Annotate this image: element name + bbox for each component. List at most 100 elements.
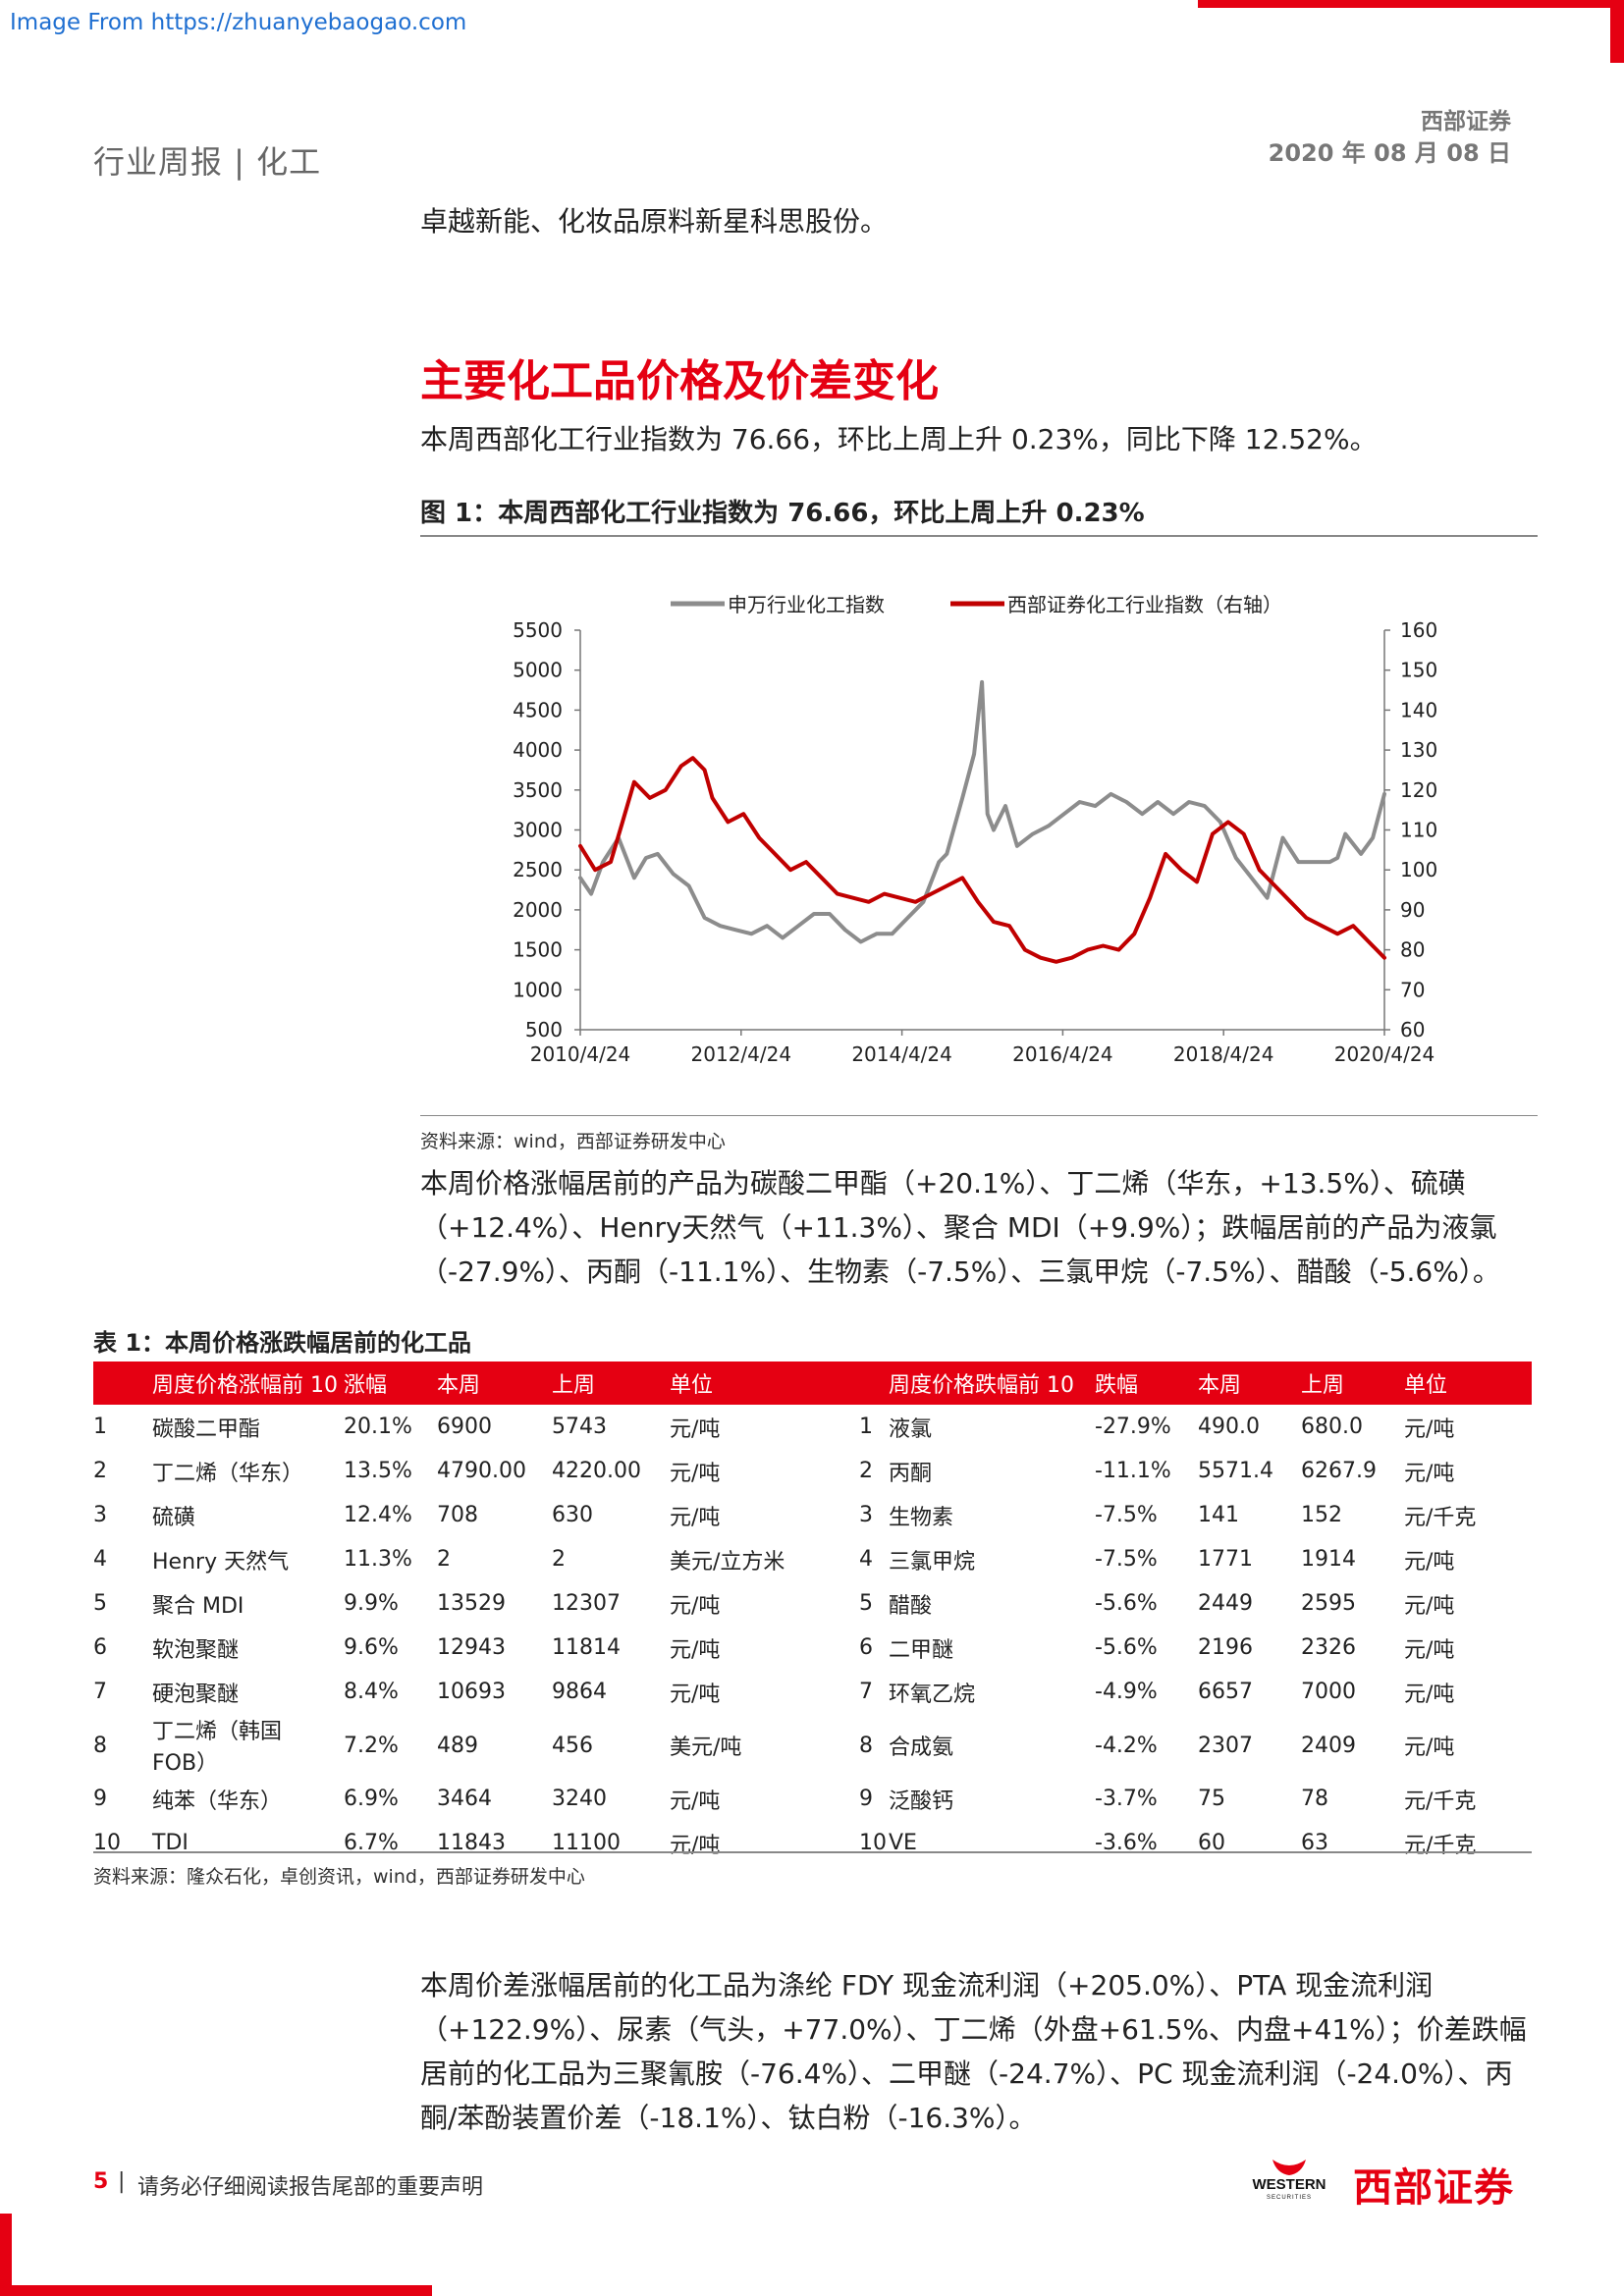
th-losers: 周度价格跌幅前 10 bbox=[889, 1362, 1095, 1405]
th-rank-2 bbox=[859, 1362, 889, 1405]
cell-last-week-2: 2595 bbox=[1301, 1591, 1356, 1616]
cell-unit-2: 元/吨 bbox=[1404, 1637, 1455, 1663]
table-row: 4 Henry 天然气 11.3% 2 2 美元/立方米 4 三氯甲烷 -7.5% 1771 191… bbox=[93, 1537, 1532, 1581]
left-tick-label: 2000 bbox=[513, 898, 563, 922]
cell-unit-2: 元/千克 bbox=[1404, 1789, 1477, 1814]
left-tick-label: 500 bbox=[525, 1018, 563, 1041]
cell-rank: 3 bbox=[93, 1503, 107, 1527]
cell-gain: 11.3% bbox=[344, 1547, 412, 1572]
cell-last-week-2: 2409 bbox=[1301, 1733, 1356, 1758]
right-tick-label: 130 bbox=[1400, 738, 1437, 762]
right-tick-label: 140 bbox=[1400, 698, 1437, 721]
top-red-bar bbox=[1198, 0, 1624, 8]
table-header-row: 周度价格涨幅前 10 涨幅 本周 上周 单位 周度价格跌幅前 10 跌幅 本周 … bbox=[93, 1362, 1532, 1405]
x-tick-label: 2016/4/24 bbox=[1012, 1042, 1113, 1066]
cell-last-week-2: 152 bbox=[1301, 1503, 1342, 1527]
left-tick-label: 3500 bbox=[513, 778, 563, 802]
x-tick-label: 2012/4/24 bbox=[691, 1042, 792, 1066]
cell-last-week: 630 bbox=[552, 1503, 593, 1527]
cell-unit: 元/吨 bbox=[670, 1416, 721, 1442]
right-tick-label: 60 bbox=[1400, 1018, 1425, 1041]
cell-this-week-2: 141 bbox=[1198, 1503, 1239, 1527]
right-tick-label: 160 bbox=[1400, 618, 1437, 642]
cell-rank: 8 bbox=[93, 1733, 107, 1758]
cell-rank-2: 10 bbox=[859, 1831, 887, 1855]
cell-this-week: 11843 bbox=[437, 1831, 506, 1855]
table-title: 表 1：本周价格涨跌幅居前的化工品 bbox=[93, 1329, 472, 1357]
cell-unit-2: 元/吨 bbox=[1404, 1416, 1455, 1442]
cell-loss: -27.9% bbox=[1095, 1415, 1171, 1439]
th-gainers: 周度价格涨幅前 10 bbox=[152, 1362, 344, 1405]
th-last-week: 上周 bbox=[552, 1362, 670, 1405]
left-tick-label: 5000 bbox=[513, 659, 563, 682]
cell-loss: -3.6% bbox=[1095, 1831, 1158, 1855]
right-tick-label: 110 bbox=[1400, 819, 1437, 842]
cell-last-week: 12307 bbox=[552, 1591, 621, 1616]
cell-last-week-2: 680.0 bbox=[1301, 1415, 1363, 1439]
cell-gainer-name: 软泡聚醚 bbox=[152, 1637, 240, 1663]
right-tick-label: 80 bbox=[1400, 938, 1425, 962]
cell-rank-2: 4 bbox=[859, 1547, 873, 1572]
cell-loser-name: 合成氨 bbox=[889, 1735, 954, 1760]
cell-this-week-2: 490.0 bbox=[1198, 1415, 1260, 1439]
cell-last-week: 3240 bbox=[552, 1787, 607, 1811]
th-unit: 单位 bbox=[670, 1362, 859, 1405]
cell-this-week: 12943 bbox=[437, 1635, 506, 1660]
cell-loser-name: 三氯甲烷 bbox=[889, 1549, 976, 1575]
cell-this-week-2: 2307 bbox=[1198, 1733, 1253, 1758]
cell-gainer-name: TDI bbox=[152, 1831, 189, 1855]
section-title: 主要化工品价格及价差变化 bbox=[420, 356, 939, 406]
cell-loser-name: 二甲醚 bbox=[889, 1637, 954, 1663]
cell-this-week: 10693 bbox=[437, 1680, 506, 1704]
th-last-week-2: 上周 bbox=[1301, 1362, 1404, 1405]
cell-rank: 10 bbox=[93, 1831, 121, 1855]
cell-last-week: 5743 bbox=[552, 1415, 607, 1439]
watermark-text: Image From https://zhuanyebaogao.com bbox=[10, 10, 467, 35]
cell-gain: 13.5% bbox=[344, 1459, 412, 1483]
cell-unit-2: 元/千克 bbox=[1404, 1505, 1477, 1530]
cell-unit: 元/吨 bbox=[670, 1461, 721, 1486]
left-tick-label: 3000 bbox=[513, 819, 563, 842]
cell-gain: 12.4% bbox=[344, 1503, 412, 1527]
cell-unit-2: 元/吨 bbox=[1404, 1461, 1455, 1486]
western-securities-logo-text: 西部证券 bbox=[1353, 2165, 1514, 2211]
header-category: 行业周报 | 化工 bbox=[93, 143, 322, 181]
cell-loss: -3.7% bbox=[1095, 1787, 1158, 1811]
left-tick-label: 4000 bbox=[513, 738, 563, 762]
x-tick-label: 2020/4/24 bbox=[1334, 1042, 1435, 1066]
table-row: 1 碳酸二甲酯 20.1% 6900 5743 元/吨 1 液氯 -27.9% 490.0 680.… bbox=[93, 1405, 1532, 1449]
price-change-summary: 本周价格涨幅居前的产品为碳酸二甲酯（+20.1%）、丁二烯（华东，+13.5%）… bbox=[420, 1167, 1500, 1288]
left-tick-label: 4500 bbox=[513, 698, 563, 721]
cell-loss: -11.1% bbox=[1095, 1459, 1171, 1483]
cell-loser-name: 泛酸钙 bbox=[889, 1789, 954, 1814]
x-tick-label: 2010/4/24 bbox=[530, 1042, 631, 1066]
cell-this-week: 489 bbox=[437, 1733, 478, 1758]
cell-gainer-name: 丁二烯（华东） bbox=[152, 1461, 304, 1486]
cell-gainer-name: 硬泡聚醚 bbox=[152, 1682, 240, 1707]
cell-unit: 元/吨 bbox=[670, 1682, 721, 1707]
cell-last-week: 456 bbox=[552, 1733, 593, 1758]
cell-unit: 元/吨 bbox=[670, 1789, 721, 1814]
bottom-red-corner bbox=[0, 2214, 12, 2296]
cell-rank-2: 5 bbox=[859, 1591, 873, 1616]
cell-rank: 7 bbox=[93, 1680, 107, 1704]
cell-last-week-2: 2326 bbox=[1301, 1635, 1356, 1660]
table-row: 6 软泡聚醚 9.6% 12943 11814 元/吨 6 二甲醚 -5.6% 2196 2326 … bbox=[93, 1626, 1532, 1670]
table-source: 资料来源：隆众石化，卓创资讯，wind，西部证券研发中心 bbox=[93, 1866, 585, 1888]
cell-gainer-name: 碳酸二甲酯 bbox=[152, 1416, 261, 1442]
cell-gain: 9.6% bbox=[344, 1635, 399, 1660]
cell-unit-2: 元/吨 bbox=[1404, 1682, 1455, 1707]
left-tick-label: 1500 bbox=[513, 938, 563, 962]
th-this-week-2: 本周 bbox=[1198, 1362, 1301, 1405]
footer-separator: | bbox=[118, 2169, 126, 2194]
figure-top-rule bbox=[420, 535, 1538, 537]
cell-unit: 美元/立方米 bbox=[670, 1549, 785, 1575]
cell-last-week-2: 7000 bbox=[1301, 1680, 1356, 1704]
th-unit-2: 单位 bbox=[1404, 1362, 1532, 1405]
cell-last-week-2: 1914 bbox=[1301, 1547, 1356, 1572]
cell-loss: -4.2% bbox=[1095, 1733, 1158, 1758]
cell-rank-2: 6 bbox=[859, 1635, 873, 1660]
legend-label-western-index: 西部证券化工行业指数（右轴） bbox=[1007, 593, 1282, 616]
page-number: 5 bbox=[93, 2169, 109, 2194]
series-line-western-index bbox=[578, 756, 1386, 964]
